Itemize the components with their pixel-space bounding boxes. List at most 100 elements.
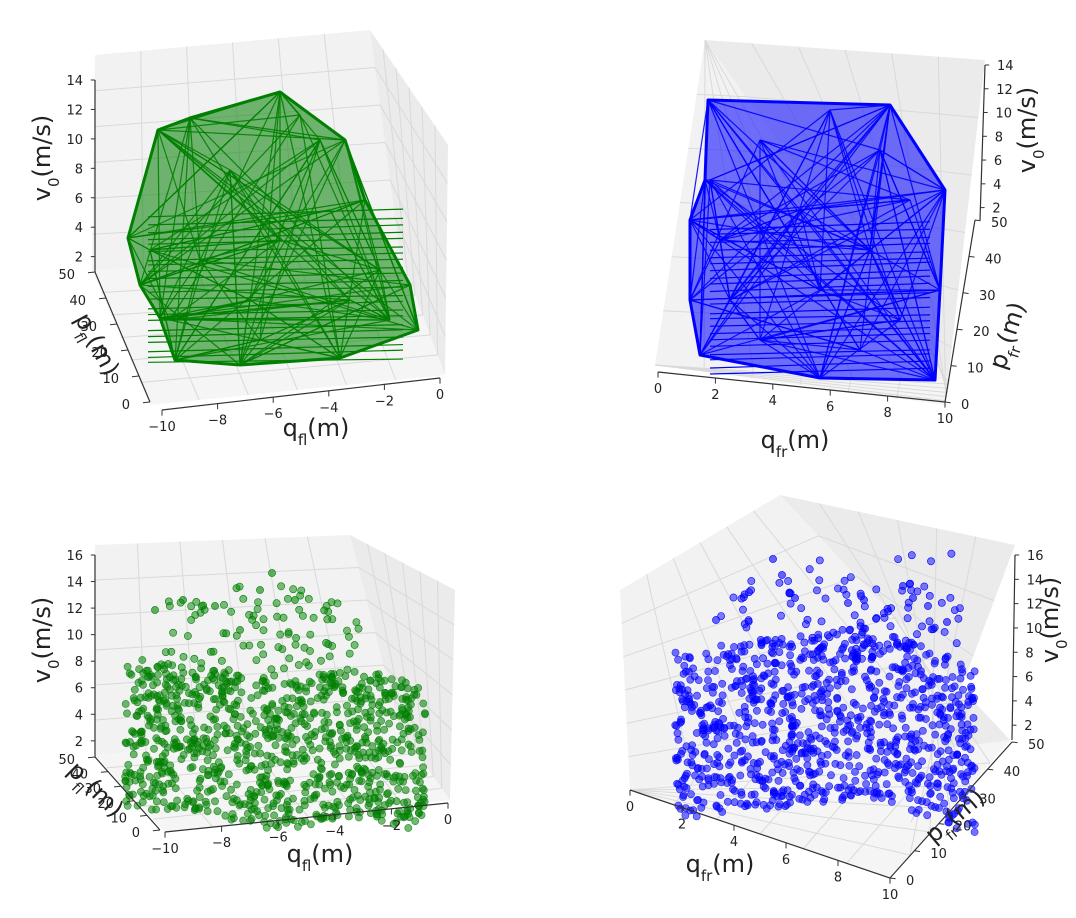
scatter-point [209, 695, 218, 704]
scatter-point [376, 698, 384, 707]
scatter-point [916, 703, 925, 711]
scatter-point [191, 611, 200, 619]
x-axis-label-symbol: q [287, 840, 302, 868]
scatter-point [803, 615, 812, 624]
scatter-point [192, 598, 201, 606]
scatter-point [164, 660, 173, 668]
scatter-point [704, 781, 713, 789]
scatter-point [744, 616, 753, 625]
scatter-point [925, 676, 933, 685]
scatter-point [957, 758, 966, 766]
hull-edge [689, 219, 871, 251]
scatter-point [354, 715, 363, 723]
hull-edge [139, 114, 301, 286]
scatter-point [415, 736, 424, 744]
x-axis-tick-label: 4 [769, 394, 777, 409]
scatter-point [745, 640, 754, 649]
scatter-point [940, 799, 949, 808]
scatter-point [328, 787, 337, 796]
y-axis-tick-mark [1011, 741, 1018, 744]
scatter-point [913, 630, 921, 639]
scatter-point [935, 720, 944, 729]
hull-edge [299, 114, 391, 321]
z-axis-tick-label: 6 [75, 192, 83, 207]
scatter-point [136, 738, 145, 747]
scatter-point [124, 761, 133, 769]
hull-facet-line [709, 221, 931, 231]
scatter-point [251, 717, 260, 726]
scatter-point [232, 584, 241, 593]
scatter-point [179, 653, 188, 661]
scatter-point [786, 651, 794, 660]
scatter-point [836, 713, 845, 721]
scatter-point [167, 779, 176, 788]
scatter-point [343, 626, 351, 635]
scatter-point [151, 606, 159, 614]
y-axis-tick-mark [139, 814, 148, 817]
scatter-point [839, 728, 848, 736]
z-axis-tick-label: 12 [996, 83, 1013, 98]
scatter-point [880, 768, 889, 777]
hull-edge [689, 219, 821, 291]
scatter-point [395, 722, 404, 731]
scatter-point [355, 754, 364, 763]
hull-edge [689, 179, 706, 301]
scatter-point [157, 660, 166, 669]
scatter-point [300, 643, 309, 652]
scatter-point [911, 737, 920, 746]
scatter-point [285, 654, 294, 663]
hull-edge [199, 91, 281, 261]
scatter-point [740, 590, 749, 599]
scatter-point [725, 761, 733, 769]
scatter-point [204, 725, 213, 734]
scatter-point [738, 758, 746, 767]
scatter-point [901, 766, 910, 774]
scatter-point [274, 777, 282, 785]
scatter-point [354, 624, 363, 633]
scatter-point [833, 706, 841, 715]
scatter-point [387, 796, 395, 805]
x-axis-label-subscript: fl [302, 857, 311, 875]
z-axis-tick-label: 8 [1025, 646, 1033, 661]
scatter-point [220, 721, 229, 730]
scatter-point [964, 820, 972, 828]
z-axis-label-symbol: v [28, 187, 56, 201]
x-axis-label-unit: (m) [311, 840, 353, 868]
scatter-point [380, 725, 389, 734]
hull-facet-line [147, 315, 404, 321]
scatter-point [256, 778, 264, 787]
y-axis-tick-mark [126, 800, 135, 802]
scatter-point [697, 711, 706, 720]
scatter-point [253, 605, 262, 613]
scatter-point [956, 674, 965, 683]
hull-facet-line [147, 272, 404, 280]
y-axis-tick-label: 10 [930, 847, 947, 862]
scatter-point [712, 616, 720, 624]
hull-edge [689, 299, 701, 356]
scatter-point [381, 689, 389, 697]
scatter-point [836, 783, 845, 792]
scatter-point [922, 715, 930, 723]
scatter-point [325, 652, 334, 661]
scatter-point [897, 711, 906, 720]
x-axis-label-unit: (m) [712, 850, 754, 878]
hull-edge [139, 117, 191, 286]
scatter-point [171, 741, 179, 750]
scatter-point [729, 593, 738, 602]
hull-facet-line [147, 336, 404, 344]
scatter-point [768, 768, 777, 777]
hull-facet-line [709, 228, 931, 235]
z-axis-tick-label: 10 [1026, 622, 1043, 637]
scatter-point [164, 597, 173, 606]
scatter-point [256, 723, 265, 732]
scatter-point [901, 636, 910, 645]
scatter-point [742, 623, 751, 632]
scatter-point [206, 648, 215, 656]
scatter-point [919, 694, 928, 702]
scatter-point [345, 649, 354, 658]
scatter-point [944, 746, 953, 755]
scatter-point [280, 664, 288, 673]
y-axis-tick-label: 40 [985, 252, 1002, 267]
scatter-point [782, 800, 791, 809]
scatter-point [948, 766, 957, 774]
